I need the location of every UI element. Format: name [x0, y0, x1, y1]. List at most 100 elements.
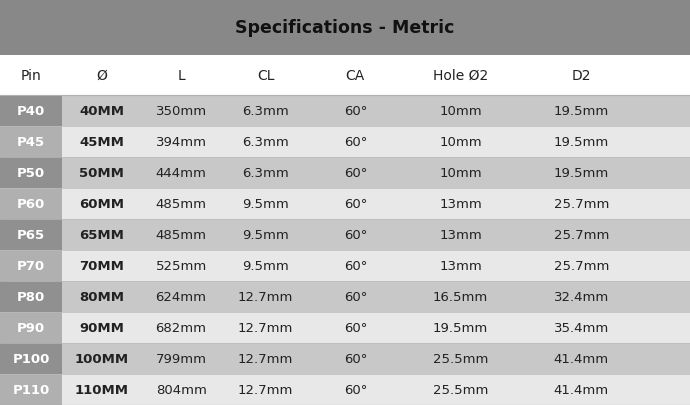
Bar: [0, 220, 690, 250]
Text: 444mm: 444mm: [156, 166, 206, 179]
Text: 25.5mm: 25.5mm: [433, 383, 489, 396]
Bar: [0, 374, 690, 405]
Bar: [0, 312, 62, 343]
Bar: [0, 0, 690, 56]
Text: P70: P70: [17, 259, 45, 272]
Text: 80MM: 80MM: [79, 290, 124, 303]
Text: P65: P65: [17, 228, 45, 241]
Text: 12.7mm: 12.7mm: [238, 352, 293, 365]
Text: 9.5mm: 9.5mm: [242, 197, 289, 210]
Text: 10mm: 10mm: [440, 166, 482, 179]
Text: Hole Ø2: Hole Ø2: [433, 69, 489, 83]
Text: 60MM: 60MM: [79, 197, 124, 210]
Text: 16.5mm: 16.5mm: [433, 290, 489, 303]
Bar: [0, 281, 690, 312]
Text: 60°: 60°: [344, 321, 367, 334]
Text: 25.7mm: 25.7mm: [553, 228, 609, 241]
Text: P40: P40: [17, 104, 45, 117]
Text: 9.5mm: 9.5mm: [242, 228, 289, 241]
Bar: [0, 250, 690, 281]
Text: 60°: 60°: [344, 290, 367, 303]
Bar: [0, 312, 690, 343]
Text: 90MM: 90MM: [79, 321, 124, 334]
Bar: [0, 96, 690, 126]
Text: 682mm: 682mm: [156, 321, 206, 334]
Text: 110MM: 110MM: [75, 383, 129, 396]
Text: 60°: 60°: [344, 228, 367, 241]
Text: 19.5mm: 19.5mm: [553, 136, 609, 149]
Bar: [0, 126, 62, 158]
Bar: [0, 56, 690, 96]
Text: 65MM: 65MM: [79, 228, 124, 241]
Text: Ø: Ø: [97, 69, 107, 83]
Text: P50: P50: [17, 166, 45, 179]
Text: 624mm: 624mm: [156, 290, 206, 303]
Text: 32.4mm: 32.4mm: [553, 290, 609, 303]
Text: 6.3mm: 6.3mm: [242, 166, 289, 179]
Bar: [0, 188, 690, 220]
Text: 13mm: 13mm: [440, 228, 482, 241]
Text: 10mm: 10mm: [440, 104, 482, 117]
Text: Pin: Pin: [21, 69, 41, 83]
Text: 485mm: 485mm: [156, 197, 206, 210]
Bar: [0, 250, 62, 281]
Text: 70MM: 70MM: [79, 259, 124, 272]
Text: CL: CL: [257, 69, 275, 83]
Text: 799mm: 799mm: [156, 352, 206, 365]
Text: P100: P100: [12, 352, 50, 365]
Text: 12.7mm: 12.7mm: [238, 290, 293, 303]
Text: 12.7mm: 12.7mm: [238, 383, 293, 396]
Bar: [0, 96, 62, 126]
Text: P45: P45: [17, 136, 45, 149]
Text: P60: P60: [17, 197, 45, 210]
Text: 485mm: 485mm: [156, 228, 206, 241]
Text: P80: P80: [17, 290, 45, 303]
Text: 60°: 60°: [344, 166, 367, 179]
Text: 41.4mm: 41.4mm: [554, 383, 609, 396]
Bar: [0, 374, 62, 405]
Text: 60°: 60°: [344, 197, 367, 210]
Text: 25.7mm: 25.7mm: [553, 259, 609, 272]
Text: 6.3mm: 6.3mm: [242, 104, 289, 117]
Text: 394mm: 394mm: [156, 136, 206, 149]
Text: 525mm: 525mm: [155, 259, 207, 272]
Text: 13mm: 13mm: [440, 259, 482, 272]
Text: 100MM: 100MM: [75, 352, 129, 365]
Bar: [0, 158, 690, 188]
Text: 804mm: 804mm: [156, 383, 206, 396]
Text: CA: CA: [346, 69, 365, 83]
Text: 25.7mm: 25.7mm: [553, 197, 609, 210]
Bar: [0, 220, 62, 250]
Text: 10mm: 10mm: [440, 136, 482, 149]
Bar: [0, 158, 62, 188]
Text: 13mm: 13mm: [440, 197, 482, 210]
Text: 41.4mm: 41.4mm: [554, 352, 609, 365]
Text: 60°: 60°: [344, 352, 367, 365]
Text: 60°: 60°: [344, 104, 367, 117]
Text: 6.3mm: 6.3mm: [242, 136, 289, 149]
Text: 9.5mm: 9.5mm: [242, 259, 289, 272]
Text: 19.5mm: 19.5mm: [433, 321, 489, 334]
Text: 45MM: 45MM: [79, 136, 124, 149]
Bar: [0, 343, 690, 374]
Text: Specifications - Metric: Specifications - Metric: [235, 19, 455, 37]
Text: 35.4mm: 35.4mm: [553, 321, 609, 334]
Text: 350mm: 350mm: [155, 104, 207, 117]
Text: 50MM: 50MM: [79, 166, 124, 179]
Text: 19.5mm: 19.5mm: [553, 166, 609, 179]
Text: D2: D2: [571, 69, 591, 83]
Text: 60°: 60°: [344, 136, 367, 149]
Bar: [0, 126, 690, 158]
Bar: [0, 281, 62, 312]
Text: 60°: 60°: [344, 383, 367, 396]
Text: 25.5mm: 25.5mm: [433, 352, 489, 365]
Text: 12.7mm: 12.7mm: [238, 321, 293, 334]
Text: P110: P110: [12, 383, 50, 396]
Text: 60°: 60°: [344, 259, 367, 272]
Bar: [0, 188, 62, 220]
Text: P90: P90: [17, 321, 45, 334]
Bar: [0, 343, 62, 374]
Text: 19.5mm: 19.5mm: [553, 104, 609, 117]
Text: L: L: [177, 69, 185, 83]
Text: 40MM: 40MM: [79, 104, 124, 117]
